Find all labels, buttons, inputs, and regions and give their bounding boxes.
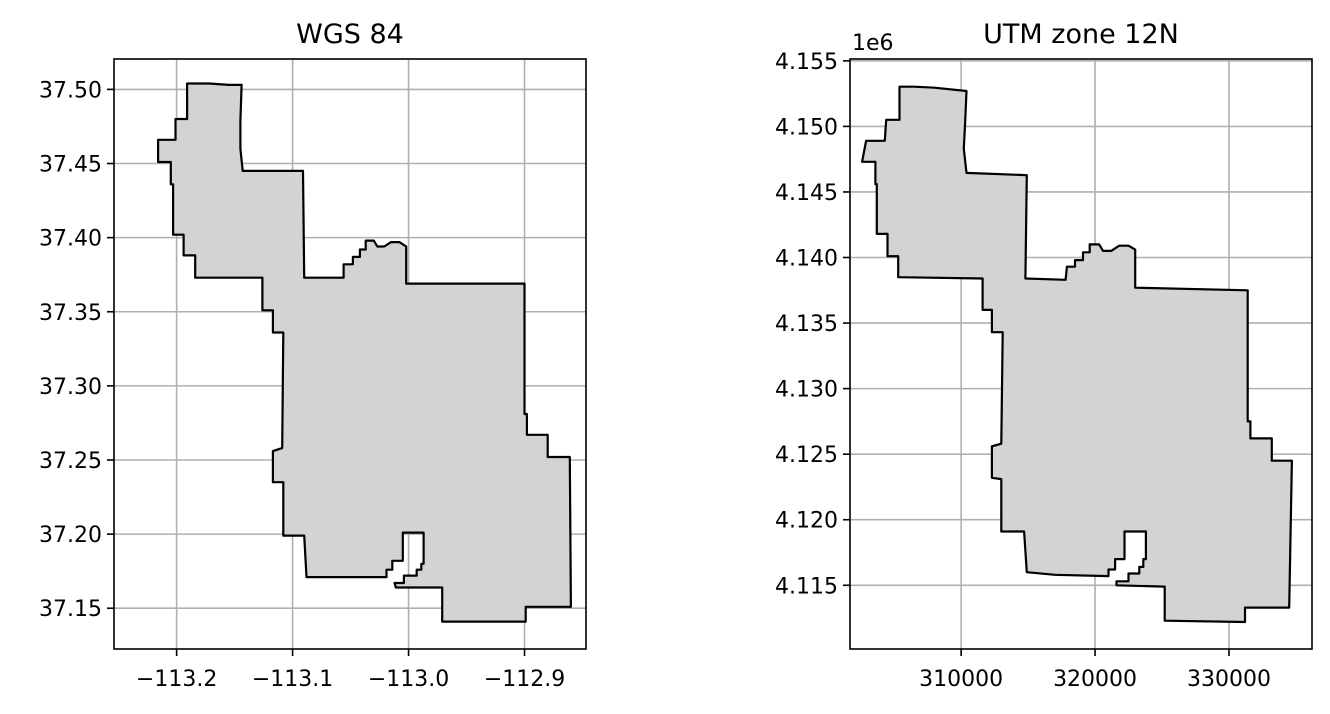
- y-tick-label: 4.115: [775, 574, 838, 599]
- x-tick-label: 330000: [1187, 667, 1271, 692]
- y-tick-label: 4.150: [775, 115, 838, 140]
- axes-frame-wgs84: [113, 58, 587, 650]
- y-tick-label: 4.145: [775, 181, 838, 206]
- y-tick-label: 37.45: [39, 153, 102, 178]
- y-tick-label: 4.140: [775, 247, 838, 272]
- y-tick-label: 4.155: [775, 50, 838, 75]
- y-tick-label: 37.25: [39, 449, 102, 474]
- title-utm: UTM zone 12N: [983, 19, 1179, 50]
- y-tick-label: 4.135: [775, 312, 838, 337]
- region-polygon-utm: [861, 85, 1293, 624]
- panel-utm: 310000 320000 330000 4.115 4.120 4.125 4.130 4.…: [775, 19, 1313, 692]
- y-tick-label: 37.40: [39, 227, 102, 252]
- axes-frame-utm: [849, 58, 1313, 650]
- y-offset-label-utm: 1e6: [852, 31, 894, 56]
- y-tick-label: 37.30: [39, 375, 102, 400]
- y-tick-label: 4.125: [775, 443, 838, 468]
- panel-wgs84: −113.2 −113.1 −113.0 −112.9 37.15 37.20 37.25 3…: [39, 19, 587, 692]
- ticks-wgs84: −113.2 −113.1 −113.0 −112.9 37.15 37.20 37.25 3…: [39, 78, 565, 692]
- ticks-utm: 310000 320000 330000 4.115 4.120 4.125 4.130 4.…: [775, 50, 1271, 692]
- title-wgs84: WGS 84: [296, 19, 404, 50]
- x-tick-label: −113.2: [136, 667, 217, 692]
- x-tick-label: 310000: [919, 667, 1003, 692]
- y-tick-label: 4.120: [775, 509, 838, 534]
- x-tick-label: −113.0: [368, 667, 449, 692]
- region-polygon-wgs84: [157, 82, 572, 623]
- y-tick-label: 37.50: [39, 78, 102, 103]
- x-tick-label: 320000: [1053, 667, 1137, 692]
- x-tick-label: −112.9: [484, 667, 565, 692]
- y-tick-label: 37.15: [39, 597, 102, 622]
- x-tick-label: −113.1: [252, 667, 333, 692]
- y-tick-label: 37.20: [39, 523, 102, 548]
- y-tick-label: 37.35: [39, 301, 102, 326]
- y-tick-label: 4.130: [775, 378, 838, 403]
